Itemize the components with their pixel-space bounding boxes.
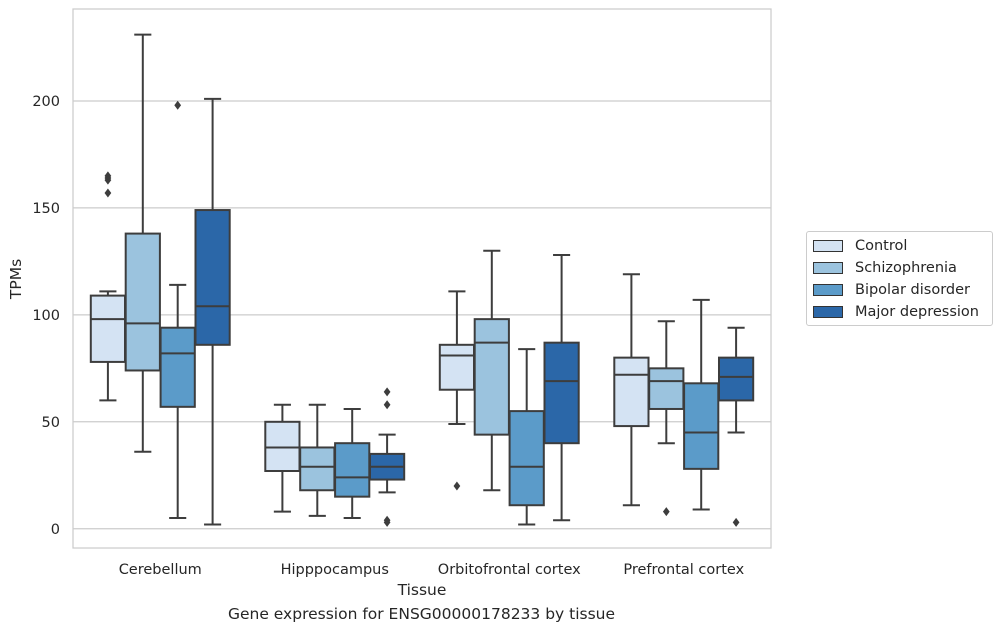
legend-swatch-major-depression xyxy=(813,306,843,318)
box-bipolar-disorder-orbitofrontal-cortex xyxy=(508,348,545,526)
legend-item-bipolar-disorder: Bipolar disorder xyxy=(813,280,970,300)
box-body-control-hipppocampus xyxy=(264,420,301,472)
y-tick-label-200: 200 xyxy=(32,94,60,110)
box-control-prefrontal-cortex xyxy=(613,273,650,507)
box-body-schizophrenia-cerebellum xyxy=(124,232,161,372)
box-major-depression-prefrontal-cortex xyxy=(717,326,755,527)
legend-label-control: Control xyxy=(855,238,908,254)
legend-item-major-depression: Major depression xyxy=(813,302,979,322)
legend-label-bipolar-disorder: Bipolar disorder xyxy=(855,282,970,298)
box-control-orbitofrontal-cortex xyxy=(438,290,476,491)
box-control-hipppocampus xyxy=(264,403,301,513)
legend-swatch-schizophrenia xyxy=(813,262,843,274)
legend-label-schizophrenia: Schizophrenia xyxy=(855,260,957,276)
box-bipolar-disorder-hipppocampus xyxy=(334,407,371,520)
box-bipolar-disorder-prefrontal-cortex xyxy=(683,298,720,511)
plot-area-frame xyxy=(72,8,772,549)
outlier-point-control-orbitofrontal-cortex-0 xyxy=(453,481,461,491)
box-body-schizophrenia-orbitofrontal-cortex xyxy=(473,318,510,436)
box-body-control-cerebellum xyxy=(89,294,127,363)
y-tick-label-0: 0 xyxy=(51,522,60,538)
legend-swatch-bipolar-disorder xyxy=(813,284,843,296)
box-major-depression-orbitofrontal-cortex xyxy=(543,253,580,522)
outlier-point-bipolar-disorder-cerebellum-0 xyxy=(174,100,182,110)
box-control-cerebellum xyxy=(89,171,127,402)
box-body-schizophrenia-prefrontal-cortex xyxy=(648,367,685,410)
box-series-group xyxy=(89,33,755,527)
grid-lines xyxy=(73,100,771,530)
legend-item-control: Control xyxy=(813,236,907,256)
outlier-point-control-cerebellum-3 xyxy=(104,171,112,181)
box-body-bipolar-disorder-hipppocampus xyxy=(334,442,371,498)
box-major-depression-hipppocampus xyxy=(368,387,406,527)
box-body-schizophrenia-hipppocampus xyxy=(299,446,336,492)
outlier-point-major-depression-hipppocampus-3 xyxy=(383,387,391,397)
outlier-point-schizophrenia-prefrontal-cortex-0 xyxy=(662,507,670,517)
box-major-depression-cerebellum xyxy=(194,97,231,526)
y-axis-label: TPMs xyxy=(7,259,25,300)
legend-label-major-depression: Major depression xyxy=(855,304,979,320)
box-body-control-prefrontal-cortex xyxy=(613,356,650,428)
x-axis-label: Tissue xyxy=(397,581,447,599)
box-body-bipolar-disorder-cerebellum xyxy=(159,326,196,408)
x-tick-label-hipppocampus: Hipppocampus xyxy=(281,562,389,578)
box-schizophrenia-orbitofrontal-cortex xyxy=(473,249,510,492)
outlier-point-major-depression-prefrontal-cortex-0 xyxy=(732,517,740,527)
box-body-major-depression-prefrontal-cortex xyxy=(717,356,755,402)
x-axis-ticks: Cerebellum Hipppocampus Orbitofrontal cort… xyxy=(119,562,745,578)
x-tick-label-cerebellum: Cerebellum xyxy=(119,562,202,578)
outlier-point-major-depression-hipppocampus-1 xyxy=(383,515,391,525)
box-body-control-orbitofrontal-cortex xyxy=(438,343,476,391)
y-tick-label-100: 100 xyxy=(32,308,60,324)
box-schizophrenia-cerebellum xyxy=(124,33,161,453)
outlier-point-major-depression-hipppocampus-2 xyxy=(383,400,391,410)
outlier-point-control-cerebellum-0 xyxy=(104,188,112,198)
legend-item-schizophrenia: Schizophrenia xyxy=(813,258,957,278)
y-tick-label-150: 150 xyxy=(32,201,60,217)
chart-caption: Gene expression for ENSG00000178233 by t… xyxy=(227,605,616,623)
box-bipolar-disorder-cerebellum xyxy=(159,100,196,520)
legend: Control Schizophrenia Bipolar disorder M… xyxy=(806,231,993,326)
box-schizophrenia-prefrontal-cortex xyxy=(648,320,685,517)
x-tick-label-prefrontal-cortex: Prefrontal cortex xyxy=(623,562,744,578)
box-body-major-depression-cerebellum xyxy=(194,209,231,346)
box-body-major-depression-orbitofrontal-cortex xyxy=(543,341,580,445)
box-body-bipolar-disorder-orbitofrontal-cortex xyxy=(508,410,545,507)
y-axis-ticks: 0 50 100 150 200 xyxy=(32,94,60,538)
x-tick-label-orbitofrontal-cortex: Orbitofrontal cortex xyxy=(438,562,581,578)
box-body-bipolar-disorder-prefrontal-cortex xyxy=(683,382,720,470)
y-tick-label-50: 50 xyxy=(42,415,60,431)
legend-swatch-control xyxy=(813,240,843,252)
